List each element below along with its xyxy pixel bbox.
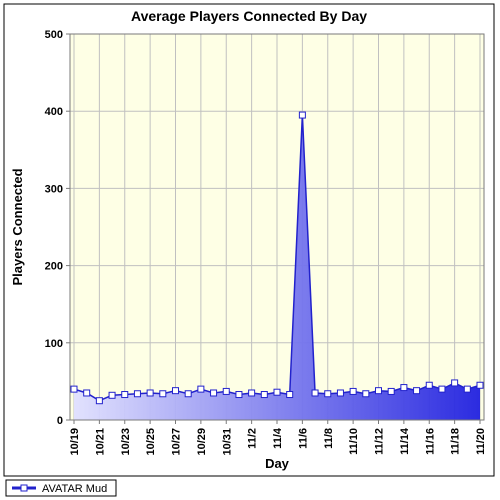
xtick-label: 10/27 xyxy=(171,428,183,456)
xtick-label: 11/18 xyxy=(450,428,462,455)
xtick-label: 10/19 xyxy=(69,428,81,456)
xtick-label: 10/25 xyxy=(145,428,157,456)
series-marker xyxy=(211,390,217,396)
series-marker xyxy=(261,392,267,398)
xtick-label: 11/4 xyxy=(272,427,284,449)
series-marker xyxy=(198,386,204,392)
xtick-label: 11/8 xyxy=(323,428,335,449)
xtick-label: 11/20 xyxy=(475,428,487,455)
series-marker xyxy=(388,388,394,394)
series-marker xyxy=(173,388,179,394)
series-marker xyxy=(147,390,153,396)
chart-title: Average Players Connected By Day xyxy=(131,8,367,24)
series-marker xyxy=(439,386,445,392)
series-marker xyxy=(109,392,115,398)
ytick-label: 100 xyxy=(45,338,63,350)
xtick-label: 11/10 xyxy=(348,428,360,455)
x-axis-label: Day xyxy=(265,456,290,471)
series-marker xyxy=(376,388,382,394)
ytick-label: 400 xyxy=(45,106,63,118)
series-marker xyxy=(134,391,140,397)
series-marker xyxy=(160,391,166,397)
chart-svg: Average Players Connected By Day 0 100 200 3… xyxy=(0,0,500,500)
series-marker xyxy=(299,112,305,118)
series-marker xyxy=(274,389,280,395)
series-marker xyxy=(464,386,470,392)
series-marker xyxy=(426,382,432,388)
xtick-label: 11/2 xyxy=(247,428,259,449)
series-marker xyxy=(84,390,90,396)
y-axis-label: Players Connected xyxy=(10,168,25,285)
series-marker xyxy=(325,391,331,397)
series-marker xyxy=(312,390,318,396)
xtick-label: 11/6 xyxy=(297,428,309,449)
series-marker xyxy=(401,385,407,391)
series-marker xyxy=(350,388,356,394)
xtick-label: 10/21 xyxy=(94,428,106,456)
series-marker xyxy=(249,390,255,396)
series-marker xyxy=(122,392,128,398)
ytick-label: 200 xyxy=(45,261,63,273)
series-marker xyxy=(477,382,483,388)
chart-container: Average Players Connected By Day 0 100 200 3… xyxy=(0,0,500,500)
series-marker xyxy=(452,380,458,386)
series-marker xyxy=(363,391,369,397)
series-marker xyxy=(236,392,242,398)
ytick-label: 0 xyxy=(57,415,63,427)
xtick-label: 11/12 xyxy=(374,428,386,455)
xtick-label: 10/29 xyxy=(196,428,208,456)
series-marker xyxy=(414,388,420,394)
series-marker xyxy=(185,391,191,397)
series-marker xyxy=(71,386,77,392)
ytick-label: 500 xyxy=(45,29,63,41)
legend-swatch-marker xyxy=(21,485,27,491)
series-marker xyxy=(337,390,343,396)
series-marker xyxy=(287,392,293,398)
xtick-label: 11/14 xyxy=(399,427,411,455)
series-marker xyxy=(223,388,229,394)
ytick-label: 300 xyxy=(45,183,63,195)
legend-label: AVATAR Mud xyxy=(42,483,107,495)
series-marker xyxy=(96,398,102,404)
xtick-label: 11/16 xyxy=(424,428,436,455)
xtick-label: 10/31 xyxy=(221,428,233,456)
xtick-label: 10/23 xyxy=(120,428,132,456)
